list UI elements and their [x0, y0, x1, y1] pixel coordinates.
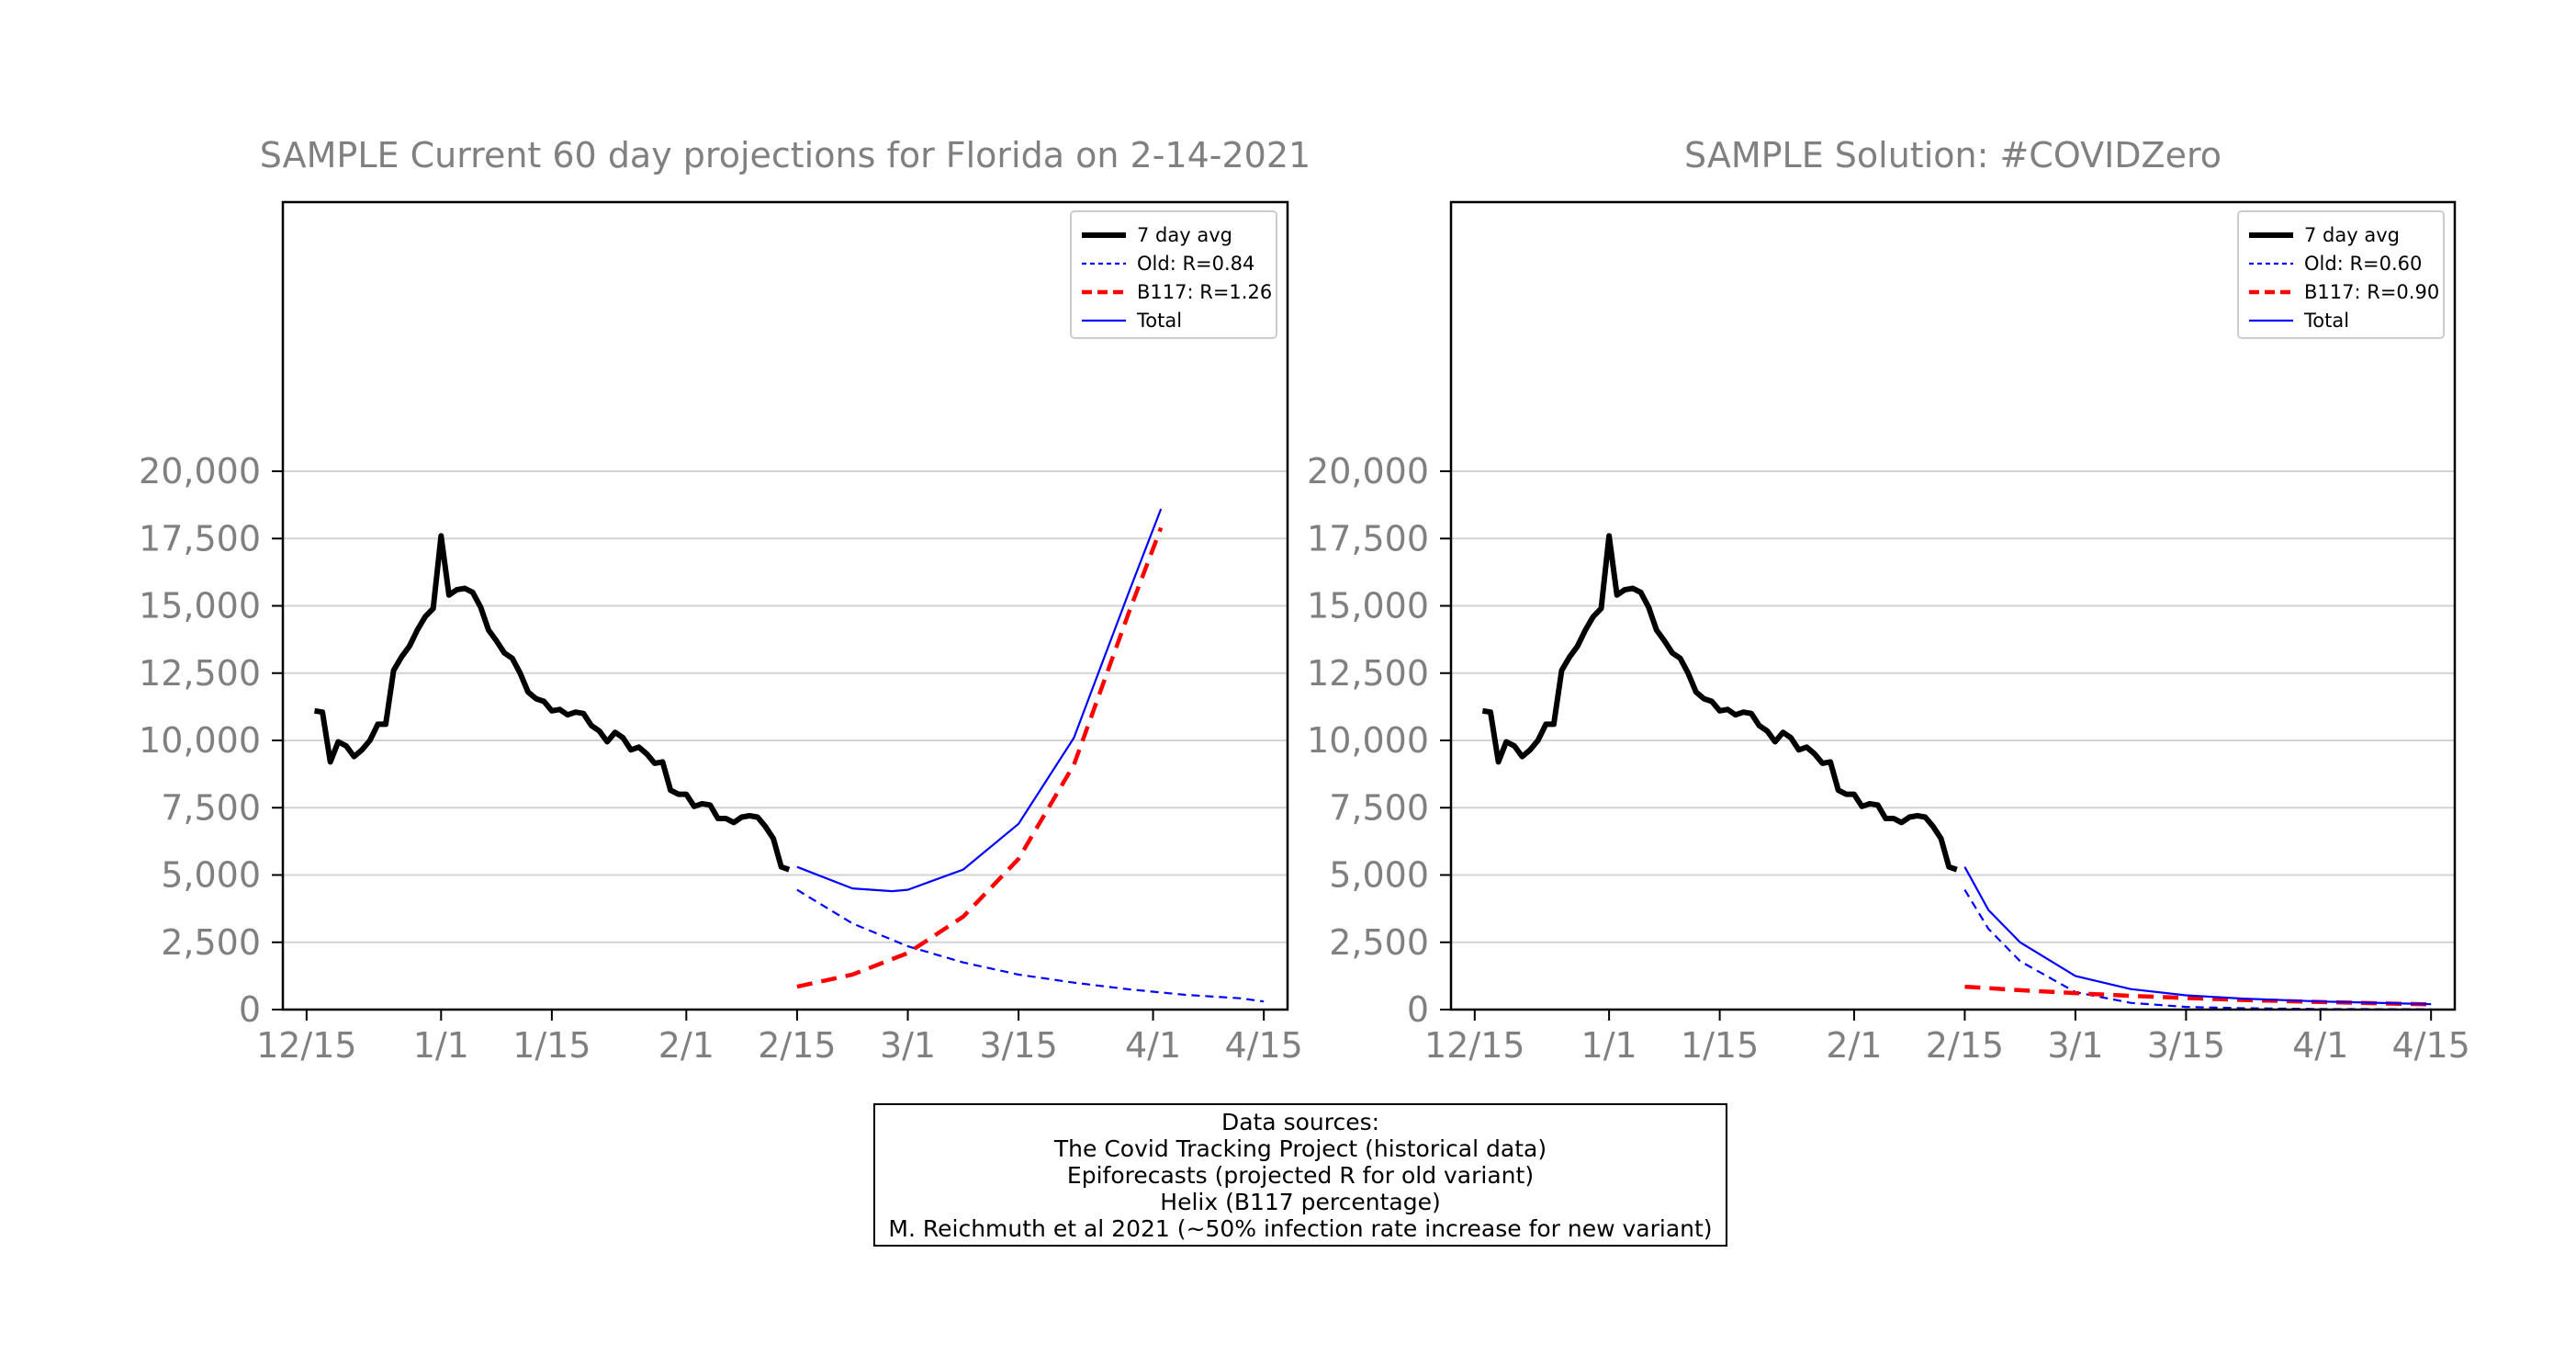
y-tick-label: 15,000 — [139, 586, 261, 627]
legend-label: B117: R=1.26 — [1137, 281, 1272, 303]
y-tick-label: 7,500 — [1329, 787, 1429, 828]
legend-box — [2237, 210, 2445, 339]
x-tick-label: 3/1 — [2047, 1025, 2103, 1066]
y-tick-label: 17,500 — [139, 518, 261, 559]
legend-label: Old: R=0.60 — [2304, 253, 2422, 275]
series-line-total — [796, 508, 1163, 893]
x-tick-label: 4/1 — [1125, 1025, 1181, 1066]
legend-label: 7 day avg — [1137, 224, 1232, 246]
chart-title: SAMPLE Current 60 day projections for Fl… — [260, 135, 1310, 175]
axes-frame — [281, 200, 1289, 1011]
x-tick-label: 12/15 — [1424, 1025, 1525, 1066]
x-tick-label: 12/15 — [256, 1025, 357, 1066]
y-tick-label: 2,500 — [1329, 922, 1429, 963]
series-line-old — [1963, 889, 2432, 1010]
x-tick-label: 4/1 — [2292, 1025, 2348, 1066]
series-line-old — [796, 888, 1265, 1003]
x-tick-label: 2/15 — [1926, 1025, 2004, 1066]
data-source-line: Epiforecasts (projected R for old varian… — [1066, 1161, 1535, 1189]
legend-label: Old: R=0.84 — [1137, 253, 1254, 275]
legend-label: B117: R=0.90 — [2304, 281, 2439, 303]
x-tick-label: 2/1 — [1826, 1025, 1882, 1066]
x-tick-label: 4/15 — [1224, 1025, 1302, 1066]
y-tick-label: 12,500 — [139, 653, 261, 694]
y-tick-label: 2,500 — [161, 922, 261, 963]
legend-label: Total — [1136, 310, 1182, 332]
data-sources-heading: Data sources: — [1221, 1108, 1380, 1135]
legend-label: Total — [2303, 310, 2349, 332]
legend-label: 7 day avg — [2304, 224, 2400, 246]
y-tick-label: 5,000 — [1329, 855, 1429, 896]
y-tick-label: 7,500 — [161, 787, 261, 828]
chart-left: SAMPLE Current 60 day projections for Fl… — [139, 135, 1310, 1066]
y-tick-label: 20,000 — [139, 451, 261, 491]
series-line-actual — [314, 533, 791, 873]
series-line-actual — [1481, 533, 1958, 873]
y-tick-label: 0 — [1407, 989, 1429, 1030]
y-tick-label: 0 — [239, 989, 261, 1030]
x-tick-label: 3/1 — [880, 1025, 936, 1066]
x-tick-label: 4/15 — [2392, 1025, 2470, 1066]
y-tick-label: 15,000 — [1307, 586, 1429, 627]
x-tick-label: 1/1 — [1581, 1025, 1637, 1066]
chart-title: SAMPLE Solution: #COVIDZero — [1684, 135, 2222, 175]
x-tick-label: 2/1 — [658, 1025, 714, 1066]
axes-frame — [1449, 200, 2457, 1011]
series-line-b117 — [796, 526, 1164, 989]
legend-box — [1070, 210, 1277, 339]
data-sources-box: Data sources: The Covid Tracking Project… — [873, 1103, 1727, 1247]
y-tick-label: 10,000 — [1307, 720, 1429, 761]
chart-right: SAMPLE Solution: #COVIDZero 0 2,500 5,000 7,… — [1307, 135, 2470, 1066]
y-tick-label: 5,000 — [161, 855, 261, 896]
y-tick-label: 10,000 — [139, 720, 261, 761]
x-tick-label: 1/15 — [512, 1025, 591, 1066]
x-tick-label: 3/15 — [2147, 1025, 2225, 1066]
y-tick-label: 17,500 — [1307, 518, 1429, 559]
x-tick-label: 3/15 — [979, 1025, 1057, 1066]
y-tick-label: 20,000 — [1307, 451, 1429, 491]
x-tick-label: 1/15 — [1681, 1025, 1759, 1066]
x-tick-label: 1/1 — [413, 1025, 469, 1066]
data-source-line: M. Reichmuth et al 2021 (~50% infection … — [888, 1214, 1713, 1242]
x-tick-label: 2/15 — [758, 1025, 836, 1066]
y-tick-label: 12,500 — [1307, 653, 1429, 694]
series-line-b117 — [1964, 984, 2432, 1007]
data-source-line: Helix (B117 percentage) — [1160, 1188, 1441, 1215]
series-line-total — [1963, 866, 2432, 1006]
data-source-line: The Covid Tracking Project (historical d… — [1053, 1135, 1547, 1162]
